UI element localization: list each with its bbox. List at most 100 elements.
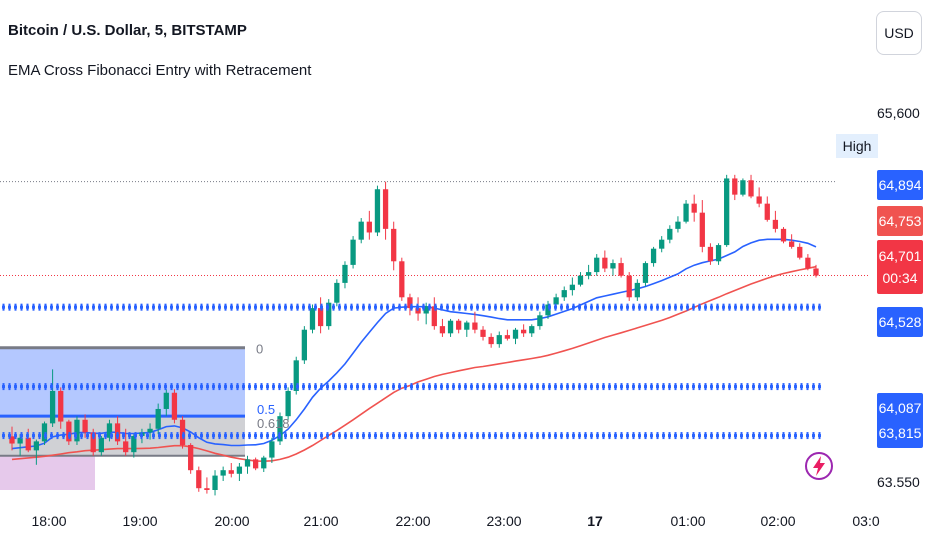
- level-dot-v: [26, 303, 29, 311]
- level-dot-v: [266, 303, 269, 311]
- level-dot-v: [650, 303, 653, 311]
- candle-body: [285, 390, 291, 417]
- level-dot-v: [596, 303, 599, 311]
- level-dot-v: [74, 383, 77, 391]
- level-dot-v: [8, 303, 11, 311]
- level-dot-v: [728, 383, 731, 391]
- level-dot-v: [344, 432, 347, 440]
- level-dot-v: [464, 303, 467, 311]
- level-dot-v: [698, 383, 701, 391]
- level-dot-v: [104, 303, 107, 311]
- level-dot-v: [320, 303, 323, 311]
- level-dot-v: [200, 383, 203, 391]
- candle: [439, 318, 446, 337]
- level-dot-v: [638, 432, 641, 440]
- level-dot-v: [422, 303, 425, 311]
- level-dot-v: [176, 303, 179, 311]
- level-dot-v: [608, 432, 611, 440]
- level-dot-v: [170, 303, 173, 311]
- candle-body: [188, 444, 194, 471]
- level-dot-v: [422, 383, 425, 391]
- level-dot-v: [542, 432, 545, 440]
- candle-body: [626, 275, 632, 298]
- level-dot-v: [758, 383, 761, 391]
- fib-zones: [0, 346, 245, 490]
- level-dot-v: [14, 303, 17, 311]
- level-dot-v: [788, 303, 791, 311]
- candle: [301, 326, 308, 364]
- ema-lines: [11, 238, 817, 463]
- level-dot-v: [350, 383, 353, 391]
- candle-body: [675, 221, 681, 229]
- candle-body: [504, 335, 511, 339]
- level-dot-v: [800, 383, 803, 391]
- level-dot-v: [812, 383, 815, 391]
- candle-body: [204, 488, 210, 490]
- level-dot-v: [380, 383, 383, 391]
- candle-body: [391, 228, 397, 262]
- level-dot-v: [662, 383, 665, 391]
- level-dot-v: [254, 432, 257, 440]
- candle-body: [293, 360, 299, 391]
- level-dot-v: [56, 303, 59, 311]
- level-dot-v: [470, 303, 473, 311]
- candle: [309, 304, 316, 334]
- level-dot-v: [164, 383, 167, 391]
- candle-body: [220, 470, 226, 476]
- level-dot-v: [674, 432, 677, 440]
- candle-body: [756, 196, 762, 204]
- level-dot-v: [26, 383, 29, 391]
- last-price-badge: 64,701 00:34: [877, 240, 923, 294]
- level-dot-v: [584, 432, 587, 440]
- candle-body: [66, 421, 72, 442]
- level-dot-v: [440, 432, 443, 440]
- level-dot-v: [722, 383, 725, 391]
- candle: [391, 221, 397, 271]
- level-dot-v: [596, 432, 599, 440]
- level-dot-v: [452, 303, 455, 311]
- level-dot-v: [386, 432, 389, 440]
- candle: [707, 243, 714, 265]
- level-dot-v: [746, 432, 749, 440]
- level-dot-v: [536, 383, 539, 391]
- level-dot-v: [296, 383, 299, 391]
- level-dot-v: [626, 303, 629, 311]
- candle: [813, 264, 819, 278]
- level-dot-v: [620, 383, 623, 391]
- indicator-title[interactable]: EMA Cross Fibonacci Entry with Retraceme…: [8, 62, 312, 79]
- candle-body: [212, 475, 218, 490]
- level-dot-v: [2, 432, 5, 440]
- level-dot-v: [116, 432, 119, 440]
- level-dot-v: [272, 303, 275, 311]
- level-dot-v: [482, 383, 485, 391]
- level-dot-v: [428, 383, 431, 391]
- level-dot-v: [758, 432, 761, 440]
- lightning-alert-icon[interactable]: [804, 451, 834, 481]
- level-dot-v: [212, 432, 215, 440]
- level-dot-v: [152, 383, 155, 391]
- currency-button[interactable]: USD: [876, 11, 922, 55]
- candle-body: [25, 437, 31, 451]
- level-dot-v: [782, 432, 785, 440]
- candle-body: [171, 392, 178, 420]
- candle: [634, 279, 640, 301]
- level-dot-v: [182, 432, 185, 440]
- level-dot-v: [260, 383, 263, 391]
- candle: [228, 462, 234, 478]
- level-dot-v: [494, 432, 497, 440]
- level-dot-v: [368, 383, 371, 391]
- candle: [691, 194, 697, 222]
- candle: [49, 369, 56, 427]
- candle: [748, 174, 754, 199]
- level-dot-v: [314, 383, 317, 391]
- level-dot-v: [182, 383, 185, 391]
- candle: [512, 327, 519, 345]
- level-dot-v: [230, 383, 233, 391]
- level-dot-v: [344, 383, 347, 391]
- level-dot-v: [788, 432, 791, 440]
- candle: [326, 299, 332, 330]
- level-dot-v: [140, 303, 143, 311]
- candle-body: [123, 441, 129, 453]
- level-dot-v: [308, 432, 311, 440]
